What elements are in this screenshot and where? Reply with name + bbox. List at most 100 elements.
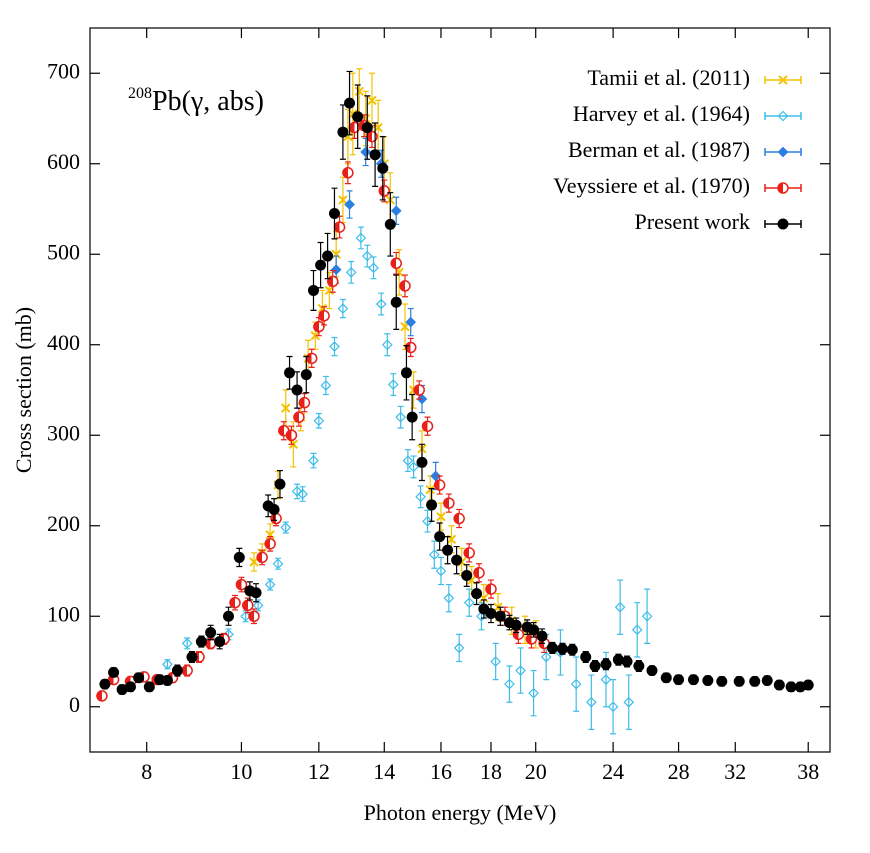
data-point xyxy=(378,185,391,197)
data-point xyxy=(108,666,120,678)
legend-label: Berman et al. (1987) xyxy=(568,137,750,162)
legend-marker xyxy=(777,146,789,158)
x-axis-label: Photon energy (MeV) xyxy=(364,800,557,825)
data-point xyxy=(623,696,635,708)
data-point xyxy=(354,86,365,97)
x-tick-label: 18 xyxy=(480,759,502,784)
data-point xyxy=(133,672,145,684)
data-point xyxy=(733,675,745,687)
error-bar xyxy=(445,583,452,613)
error-bar xyxy=(397,405,404,429)
error-bar xyxy=(466,588,473,617)
data-point xyxy=(570,678,582,690)
data-point xyxy=(525,633,538,645)
data-point xyxy=(408,461,419,473)
data-point xyxy=(580,651,592,663)
data-point xyxy=(368,262,379,274)
data-point xyxy=(395,411,406,423)
data-point xyxy=(342,167,354,179)
error-bar xyxy=(267,578,274,591)
data-point xyxy=(284,367,296,379)
data-point xyxy=(406,411,418,423)
data-point xyxy=(433,479,446,491)
error-bar xyxy=(424,509,431,533)
data-point xyxy=(318,310,330,322)
data-point xyxy=(633,660,645,672)
data-point xyxy=(285,429,298,441)
data-point xyxy=(405,316,417,328)
data-point xyxy=(422,515,433,527)
error-bar xyxy=(588,674,595,730)
data-point xyxy=(614,601,626,613)
data-point xyxy=(214,636,226,648)
y-axis-label: Cross section (mb) xyxy=(11,307,36,473)
error-bar xyxy=(357,226,364,250)
data-point xyxy=(612,654,624,666)
error-bar xyxy=(506,665,513,703)
data-point xyxy=(344,97,356,109)
data-point xyxy=(305,352,318,365)
data-point xyxy=(331,249,341,259)
data-point xyxy=(361,122,373,134)
data-point xyxy=(702,675,714,687)
data-point xyxy=(528,624,540,636)
data-point xyxy=(308,455,319,466)
data-point xyxy=(360,146,372,158)
data-point xyxy=(337,303,349,314)
data-point xyxy=(442,544,454,556)
error-bar xyxy=(184,637,191,650)
data-point xyxy=(384,218,396,230)
data-point xyxy=(300,369,312,381)
x-tick-label: 16 xyxy=(430,759,452,784)
data-point xyxy=(425,484,435,495)
data-point xyxy=(280,522,292,533)
data-point xyxy=(344,199,355,210)
error-bar xyxy=(417,485,424,509)
y-tick-label: 600 xyxy=(47,149,80,174)
error-bar xyxy=(322,375,329,396)
data-point xyxy=(367,95,377,106)
data-point xyxy=(274,478,286,490)
data-point xyxy=(264,579,276,590)
legend-line xyxy=(764,112,802,120)
x-tick-label: 8 xyxy=(141,759,152,784)
x-tick-label: 20 xyxy=(525,759,547,784)
error-bar xyxy=(644,588,651,644)
data-point xyxy=(361,250,373,262)
data-point xyxy=(399,280,411,292)
data-point xyxy=(415,491,426,503)
legend-marker xyxy=(777,182,789,194)
data-point xyxy=(749,675,761,687)
data-point xyxy=(268,503,280,515)
data-point xyxy=(404,341,417,354)
data-point xyxy=(453,642,465,654)
x-tick-label: 28 xyxy=(668,759,690,784)
data-point xyxy=(435,565,447,577)
data-point xyxy=(293,411,305,423)
data-point xyxy=(402,455,414,466)
y-tick-label: 400 xyxy=(47,330,80,355)
error-bar xyxy=(634,602,641,658)
data-point xyxy=(229,596,241,609)
data-point xyxy=(673,674,685,686)
y-tick-label: 300 xyxy=(47,420,80,445)
data-point xyxy=(485,583,497,595)
data-point xyxy=(473,567,485,579)
data-point xyxy=(387,379,399,390)
data-point xyxy=(660,672,672,684)
error-bar xyxy=(384,333,391,357)
error-bar xyxy=(282,521,289,534)
error-bar xyxy=(378,292,385,316)
data-point xyxy=(426,499,438,511)
data-point xyxy=(515,665,526,676)
data-point xyxy=(327,275,339,288)
data-point xyxy=(504,678,515,690)
data-point xyxy=(463,547,475,559)
data-point xyxy=(352,111,364,123)
data-point xyxy=(330,264,342,275)
error-bar xyxy=(530,669,537,717)
error-bar xyxy=(517,647,524,694)
error-bar xyxy=(370,256,377,280)
data-point xyxy=(369,149,381,161)
